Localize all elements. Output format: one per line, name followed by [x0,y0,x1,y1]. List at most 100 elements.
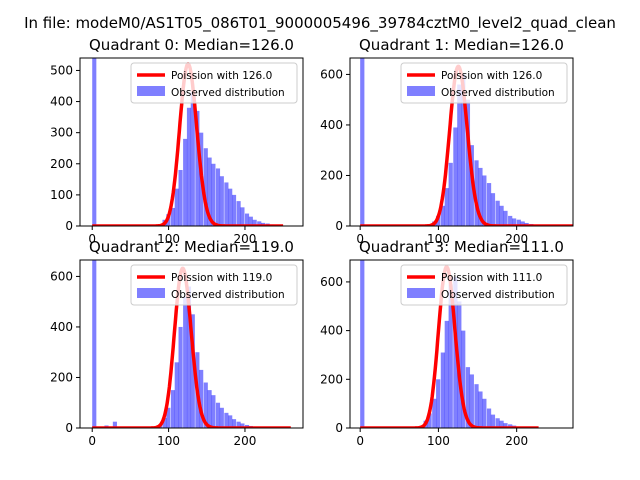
histogram-bar [440,352,445,428]
histogram-bar [240,423,245,428]
histogram-bar [453,127,458,226]
subplots-container: Quadrant 0: Median=126.0 0 100 200 0 100 200 30… [50,36,574,448]
histogram-bar [224,182,229,226]
x-tick-label: 100 [427,232,450,246]
histogram-bar [252,219,257,226]
legend-box [400,264,568,306]
legend-box [400,62,568,104]
histogram-bar [183,296,188,428]
histogram-bar [228,415,233,428]
x-tick-label: 200 [234,434,257,448]
histogram-bar [432,398,437,428]
legend-poisson-label: Poission with 119.0 [171,272,272,284]
y-tick-label: 200 [320,372,343,386]
legend-poisson-label: Poission with 111.0 [441,272,542,284]
histogram-bar [186,286,192,428]
histogram-bar [231,419,237,428]
subplot-title: Quadrant 0: Median=126.0 [89,36,294,54]
histogram-bar [203,148,208,226]
legend-observed-label: Observed distribution [171,289,285,301]
x-tick-label: 0 [88,434,96,448]
histogram-bar [436,379,441,428]
histogram-bar [203,382,208,428]
histogram-bar [190,314,195,428]
x-tick-label: 100 [157,232,180,246]
axes-frame [349,57,574,227]
histogram-bar [360,260,365,428]
histogram-bar [465,367,471,428]
histogram-bars [92,260,262,428]
legend: Poission with 111.0 Observed distribution [400,264,568,306]
y-tick-label: 400 [50,95,73,109]
legend-observed-swatch [137,288,165,298]
legend-box [130,62,298,104]
legend-observed-label: Observed distribution [441,289,555,301]
legend: Poission with 126.0 Observed distribution [130,62,298,104]
histogram-bar [499,205,504,226]
y-tick-label: 0 [335,219,343,233]
histogram-bar [240,207,245,226]
subplot-quadrant-1: Quadrant 1: Median=126.0 0 100 200 0 200 400 60… [320,36,574,246]
histogram-bar [503,210,508,226]
histogram-bar [495,200,500,226]
histogram-bar [236,421,241,428]
histogram-bar [465,99,471,226]
histogram-bar [520,221,525,226]
histogram-bar [211,395,216,428]
y-tick-label: 500 [50,63,73,77]
histogram-bar [112,421,117,428]
histogram-bar [448,284,453,428]
histogram-bar [360,58,365,226]
histogram-bar [486,408,492,428]
histogram-bar [427,413,432,428]
y-tick-label: 400 [320,324,343,338]
y-tick-label: 0 [65,219,73,233]
subplot-title: Quadrant 1: Median=126.0 [359,36,564,54]
histogram-bar [186,107,192,226]
histogram-bar [478,167,483,226]
histogram-bar [490,193,496,226]
poisson-curve [359,64,573,226]
y-tick-label: 200 [50,370,73,384]
axes-frame [349,259,574,429]
histogram-bar [495,418,500,428]
histogram-bar [474,384,479,428]
histogram-bar [224,412,229,428]
histogram-bar [170,207,176,226]
histogram-bar [469,374,474,428]
histogram-bar [508,424,513,428]
x-tick-label: 200 [234,232,257,246]
histogram-bar [228,188,233,226]
histogram-bar [199,369,204,428]
histogram-bar [219,176,224,226]
y-tick-label: 600 [320,275,343,289]
histogram-bar [474,160,479,226]
y-tick-label: 400 [50,320,73,334]
histogram-bar [444,320,449,428]
histogram-bar [178,326,183,428]
histogram-bar [215,168,221,226]
legend-observed-label: Observed distribution [441,87,555,99]
subplot-quadrant-0: Quadrant 0: Median=126.0 0 100 200 0 100 200 30… [50,36,304,246]
figure-suptitle: In file: modeM0/AS1T05_086T01_9000005496… [24,14,616,33]
histogram-bar [162,417,167,428]
histogram-bar [211,163,216,226]
axes-frame [79,259,304,429]
histogram-bar [257,221,262,226]
histogram-bar [170,390,176,428]
histogram-bar [174,188,179,226]
histogram-bar [490,414,496,428]
y-tick-label: 200 [50,157,73,171]
histogram-bar [503,423,508,428]
histogram-bar [178,170,183,226]
y-tick-label: 0 [335,421,343,435]
x-tick-label: 0 [356,434,364,448]
histogram-bar [174,362,179,428]
x-tick-label: 100 [157,434,180,448]
histogram-bar [236,201,241,226]
histogram-bar [207,390,212,428]
legend-observed-label: Observed distribution [171,87,285,99]
y-tick-label: 400 [320,118,343,132]
histogram-bar [461,74,466,226]
